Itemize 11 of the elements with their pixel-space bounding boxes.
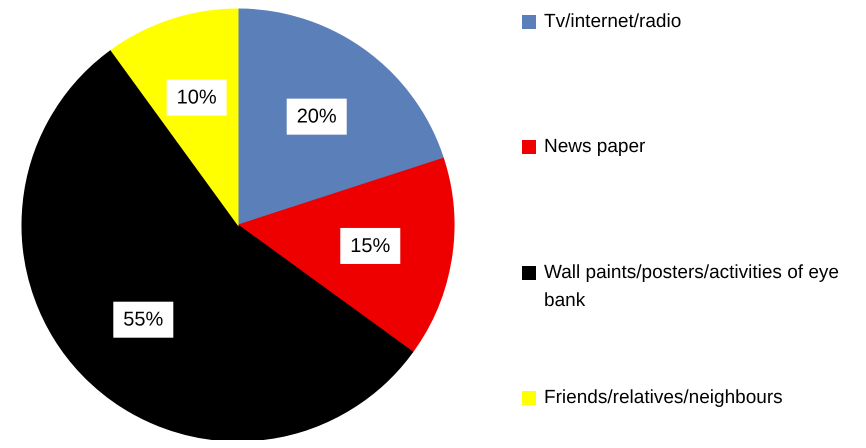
- legend-label: Wall paints/posters/activities of eye bank: [544, 260, 840, 313]
- pie-slice: [22, 50, 414, 440]
- data-label: 20%: [296, 106, 337, 128]
- data-label: 10%: [176, 86, 217, 109]
- legend-label: News paper: [544, 135, 646, 160]
- data-label: 55%: [123, 308, 164, 331]
- legend-label: Tv/internet/radio: [544, 10, 682, 34]
- pie-slice: [238, 158, 454, 352]
- data-label: 15%: [350, 234, 390, 257]
- pie-slice: [238, 8, 444, 226]
- legend-label: Friends/relatives/neighbours: [544, 386, 783, 410]
